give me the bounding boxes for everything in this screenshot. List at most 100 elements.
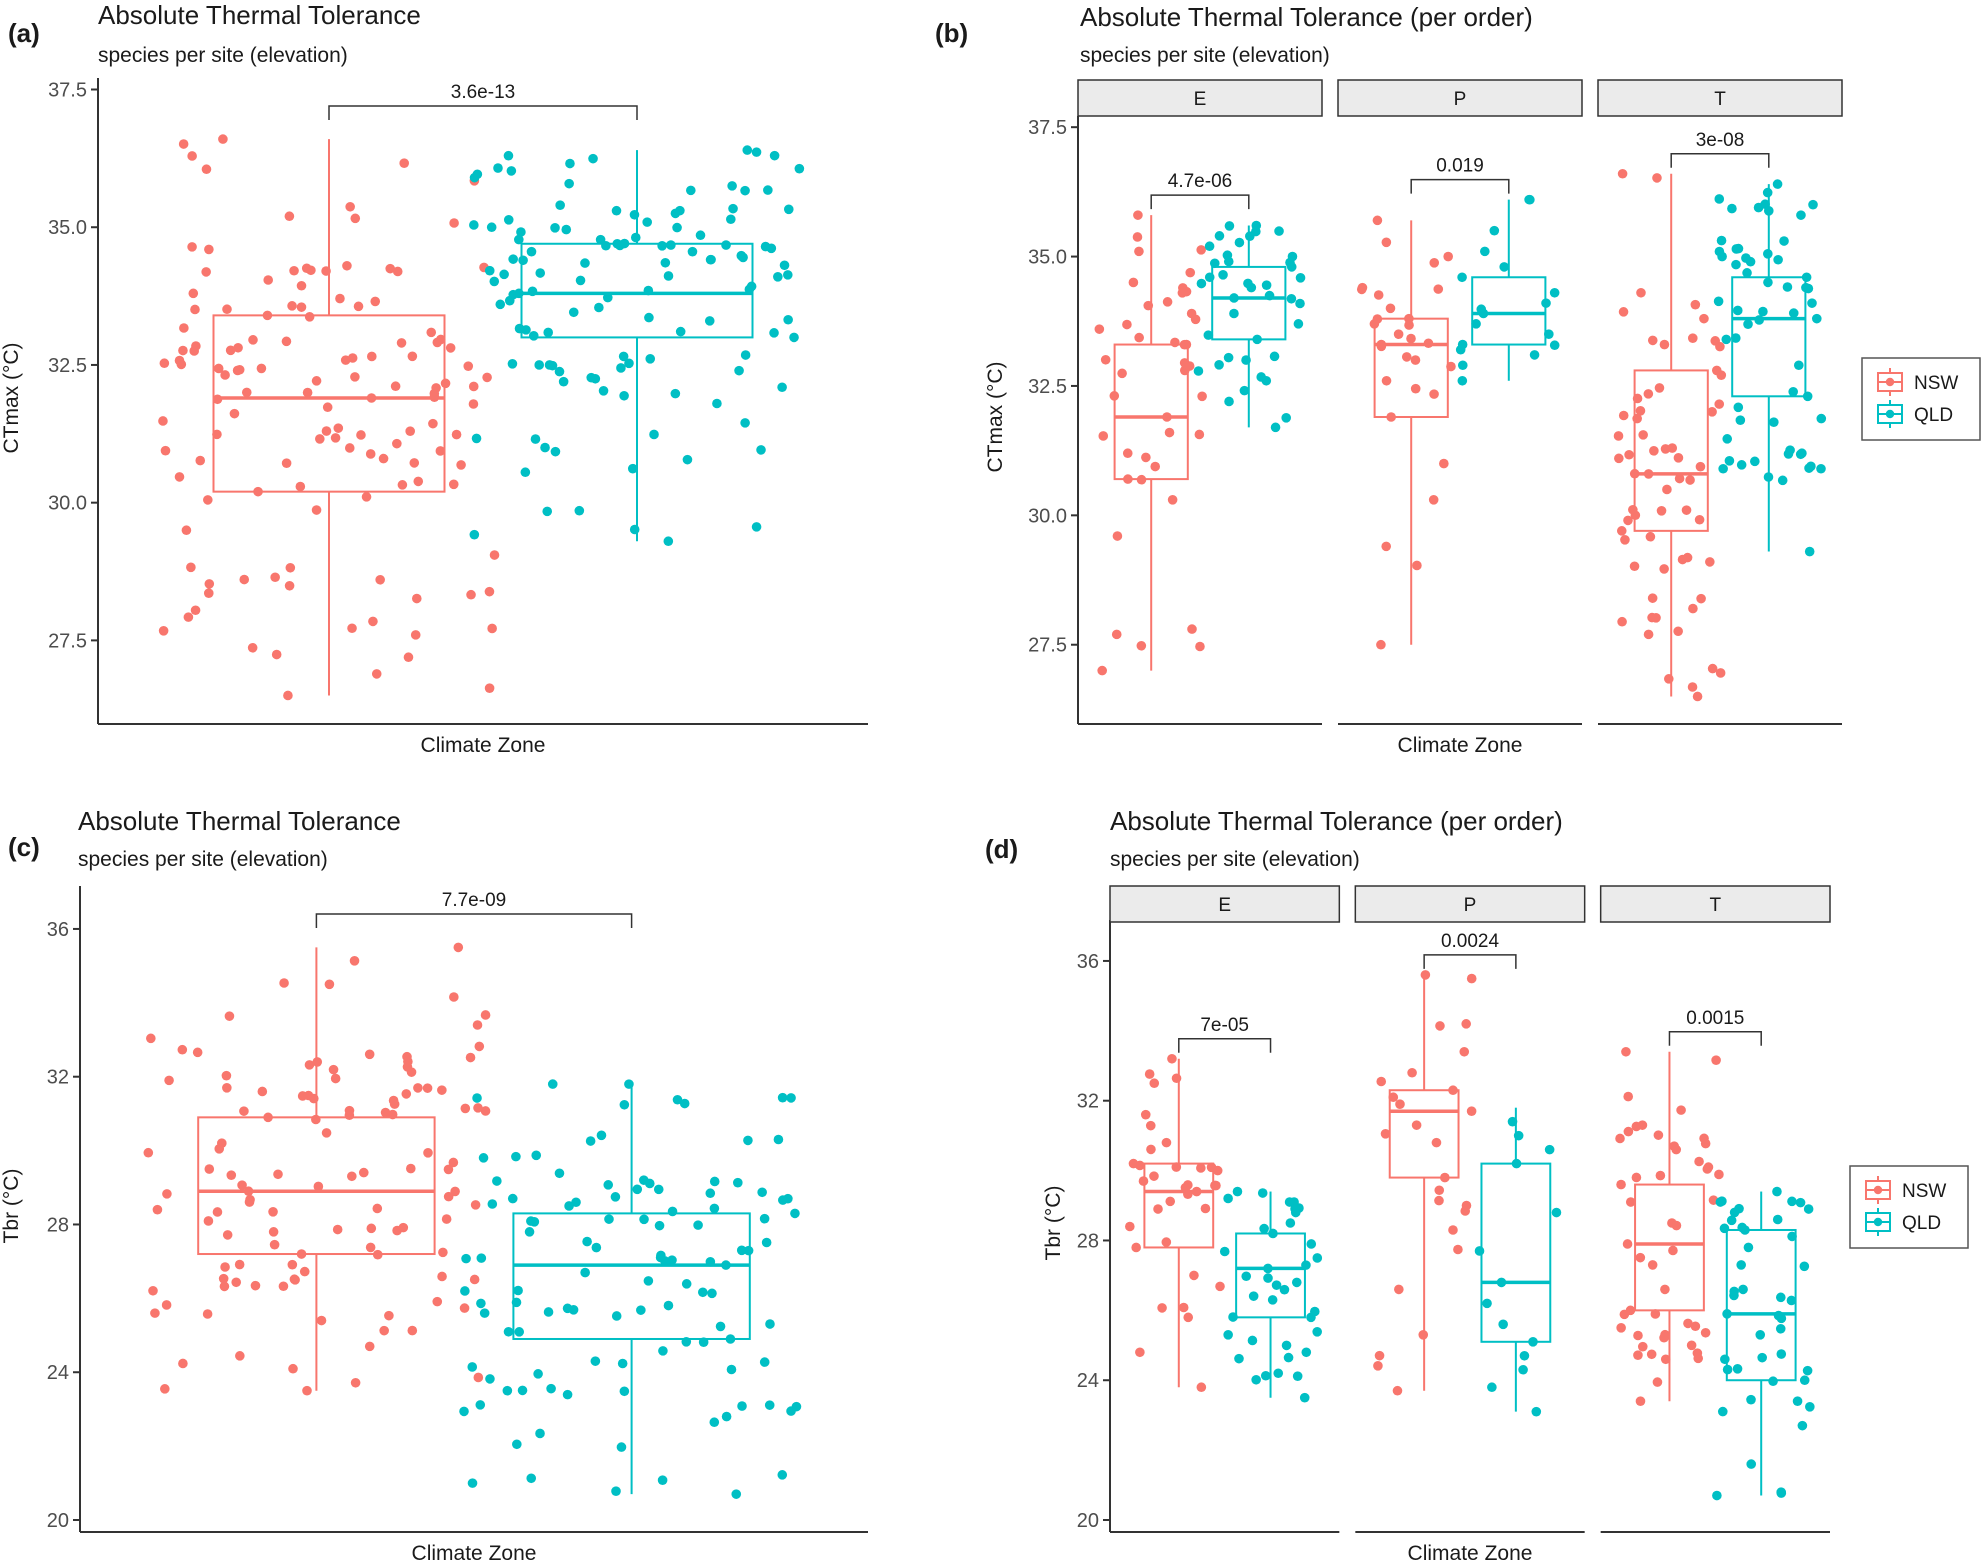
data-point bbox=[1234, 237, 1245, 248]
data-point bbox=[1613, 431, 1624, 441]
data-point bbox=[526, 1473, 537, 1484]
data-point bbox=[1649, 446, 1659, 456]
data-point bbox=[649, 429, 659, 440]
data-point bbox=[580, 1267, 590, 1278]
data-point bbox=[187, 242, 197, 252]
data-point bbox=[1707, 663, 1718, 674]
data-point bbox=[1637, 1341, 1648, 1352]
data-point bbox=[1431, 1137, 1442, 1148]
jitter-points bbox=[1474, 1116, 1562, 1417]
box-qld bbox=[1712, 1186, 1815, 1501]
data-point bbox=[1149, 1171, 1159, 1181]
data-point bbox=[1406, 333, 1416, 344]
data-point bbox=[615, 240, 625, 251]
data-point bbox=[453, 942, 464, 953]
data-point bbox=[1440, 1172, 1450, 1183]
data-point bbox=[1381, 375, 1392, 386]
data-point bbox=[1232, 1186, 1243, 1197]
panel-label: (d) bbox=[985, 834, 1018, 864]
data-point bbox=[390, 381, 401, 392]
data-point bbox=[511, 1151, 521, 1162]
data-point bbox=[721, 1260, 731, 1270]
data-point bbox=[413, 476, 424, 487]
data-point bbox=[681, 1337, 692, 1347]
data-point bbox=[253, 486, 263, 497]
chart-title: Absolute Thermal Tolerance bbox=[98, 0, 421, 30]
data-point bbox=[179, 323, 189, 333]
iqr-box bbox=[1480, 1162, 1552, 1343]
data-point bbox=[410, 630, 421, 640]
data-point bbox=[1136, 474, 1147, 485]
iqr-box bbox=[512, 1212, 751, 1340]
data-point bbox=[542, 506, 553, 517]
x-axis-label: Climate Zone bbox=[1398, 734, 1523, 757]
data-point bbox=[409, 458, 420, 468]
data-point bbox=[364, 1341, 375, 1352]
data-point bbox=[270, 572, 280, 583]
data-point bbox=[535, 268, 546, 278]
data-point bbox=[426, 327, 437, 338]
data-point bbox=[1629, 561, 1640, 572]
data-point bbox=[1209, 258, 1220, 269]
data-point bbox=[222, 304, 232, 315]
data-point bbox=[1690, 299, 1701, 310]
data-point bbox=[474, 1041, 485, 1052]
data-point bbox=[1636, 287, 1646, 298]
data-point bbox=[1700, 1138, 1711, 1149]
data-point bbox=[765, 1319, 775, 1329]
data-point bbox=[380, 1107, 391, 1118]
data-point bbox=[610, 1192, 621, 1202]
data-point bbox=[1423, 338, 1434, 349]
data-point bbox=[1631, 1121, 1642, 1132]
data-point bbox=[1291, 1277, 1302, 1288]
data-point bbox=[1687, 682, 1698, 692]
box-nsw bbox=[1373, 970, 1477, 1396]
data-point bbox=[1453, 1244, 1463, 1255]
data-point bbox=[1223, 1330, 1233, 1340]
data-point bbox=[321, 1128, 332, 1138]
iqr-box bbox=[1634, 1183, 1705, 1312]
data-point bbox=[247, 642, 258, 653]
data-point bbox=[1773, 1310, 1784, 1321]
data-point bbox=[1149, 1078, 1160, 1089]
data-point bbox=[1100, 354, 1111, 365]
data-point bbox=[1787, 1231, 1797, 1242]
data-point bbox=[1123, 474, 1133, 484]
data-point bbox=[431, 383, 441, 393]
data-point bbox=[1772, 1186, 1782, 1197]
data-point bbox=[221, 1070, 232, 1081]
data-point bbox=[190, 605, 201, 616]
data-point bbox=[478, 1153, 489, 1163]
significance-bracket: 0.019 bbox=[1410, 156, 1510, 194]
data-point bbox=[601, 240, 611, 251]
data-point bbox=[378, 453, 389, 464]
data-point bbox=[1204, 241, 1215, 252]
jitter-points bbox=[1219, 1186, 1323, 1403]
data-point bbox=[1779, 236, 1789, 246]
data-point bbox=[508, 254, 518, 264]
data-point bbox=[371, 669, 382, 679]
facet-E: E 4.7e-06 bbox=[1077, 79, 1323, 725]
data-point bbox=[1805, 1402, 1815, 1412]
panel-d: (d) Absolute Thermal Tolerance (per order… bbox=[985, 806, 1831, 1561]
panel-label: (a) bbox=[8, 18, 40, 48]
data-point bbox=[1210, 1180, 1220, 1191]
data-point bbox=[1746, 1459, 1757, 1469]
data-point bbox=[1388, 1092, 1399, 1103]
data-point bbox=[1635, 406, 1646, 416]
data-point bbox=[303, 1090, 314, 1101]
data-point bbox=[451, 429, 462, 440]
legend: NSW QLD bbox=[1861, 357, 1981, 441]
data-point bbox=[1714, 399, 1725, 409]
data-point bbox=[1269, 351, 1280, 362]
data-point bbox=[288, 1363, 298, 1374]
data-point bbox=[1652, 1377, 1663, 1387]
data-point bbox=[311, 376, 322, 386]
data-point bbox=[406, 1067, 417, 1077]
box-nsw bbox=[1094, 210, 1207, 676]
data-point bbox=[590, 1356, 601, 1366]
data-point bbox=[1190, 314, 1201, 325]
jitter-points bbox=[158, 134, 500, 701]
data-point bbox=[1111, 629, 1122, 640]
data-point bbox=[582, 1236, 592, 1247]
